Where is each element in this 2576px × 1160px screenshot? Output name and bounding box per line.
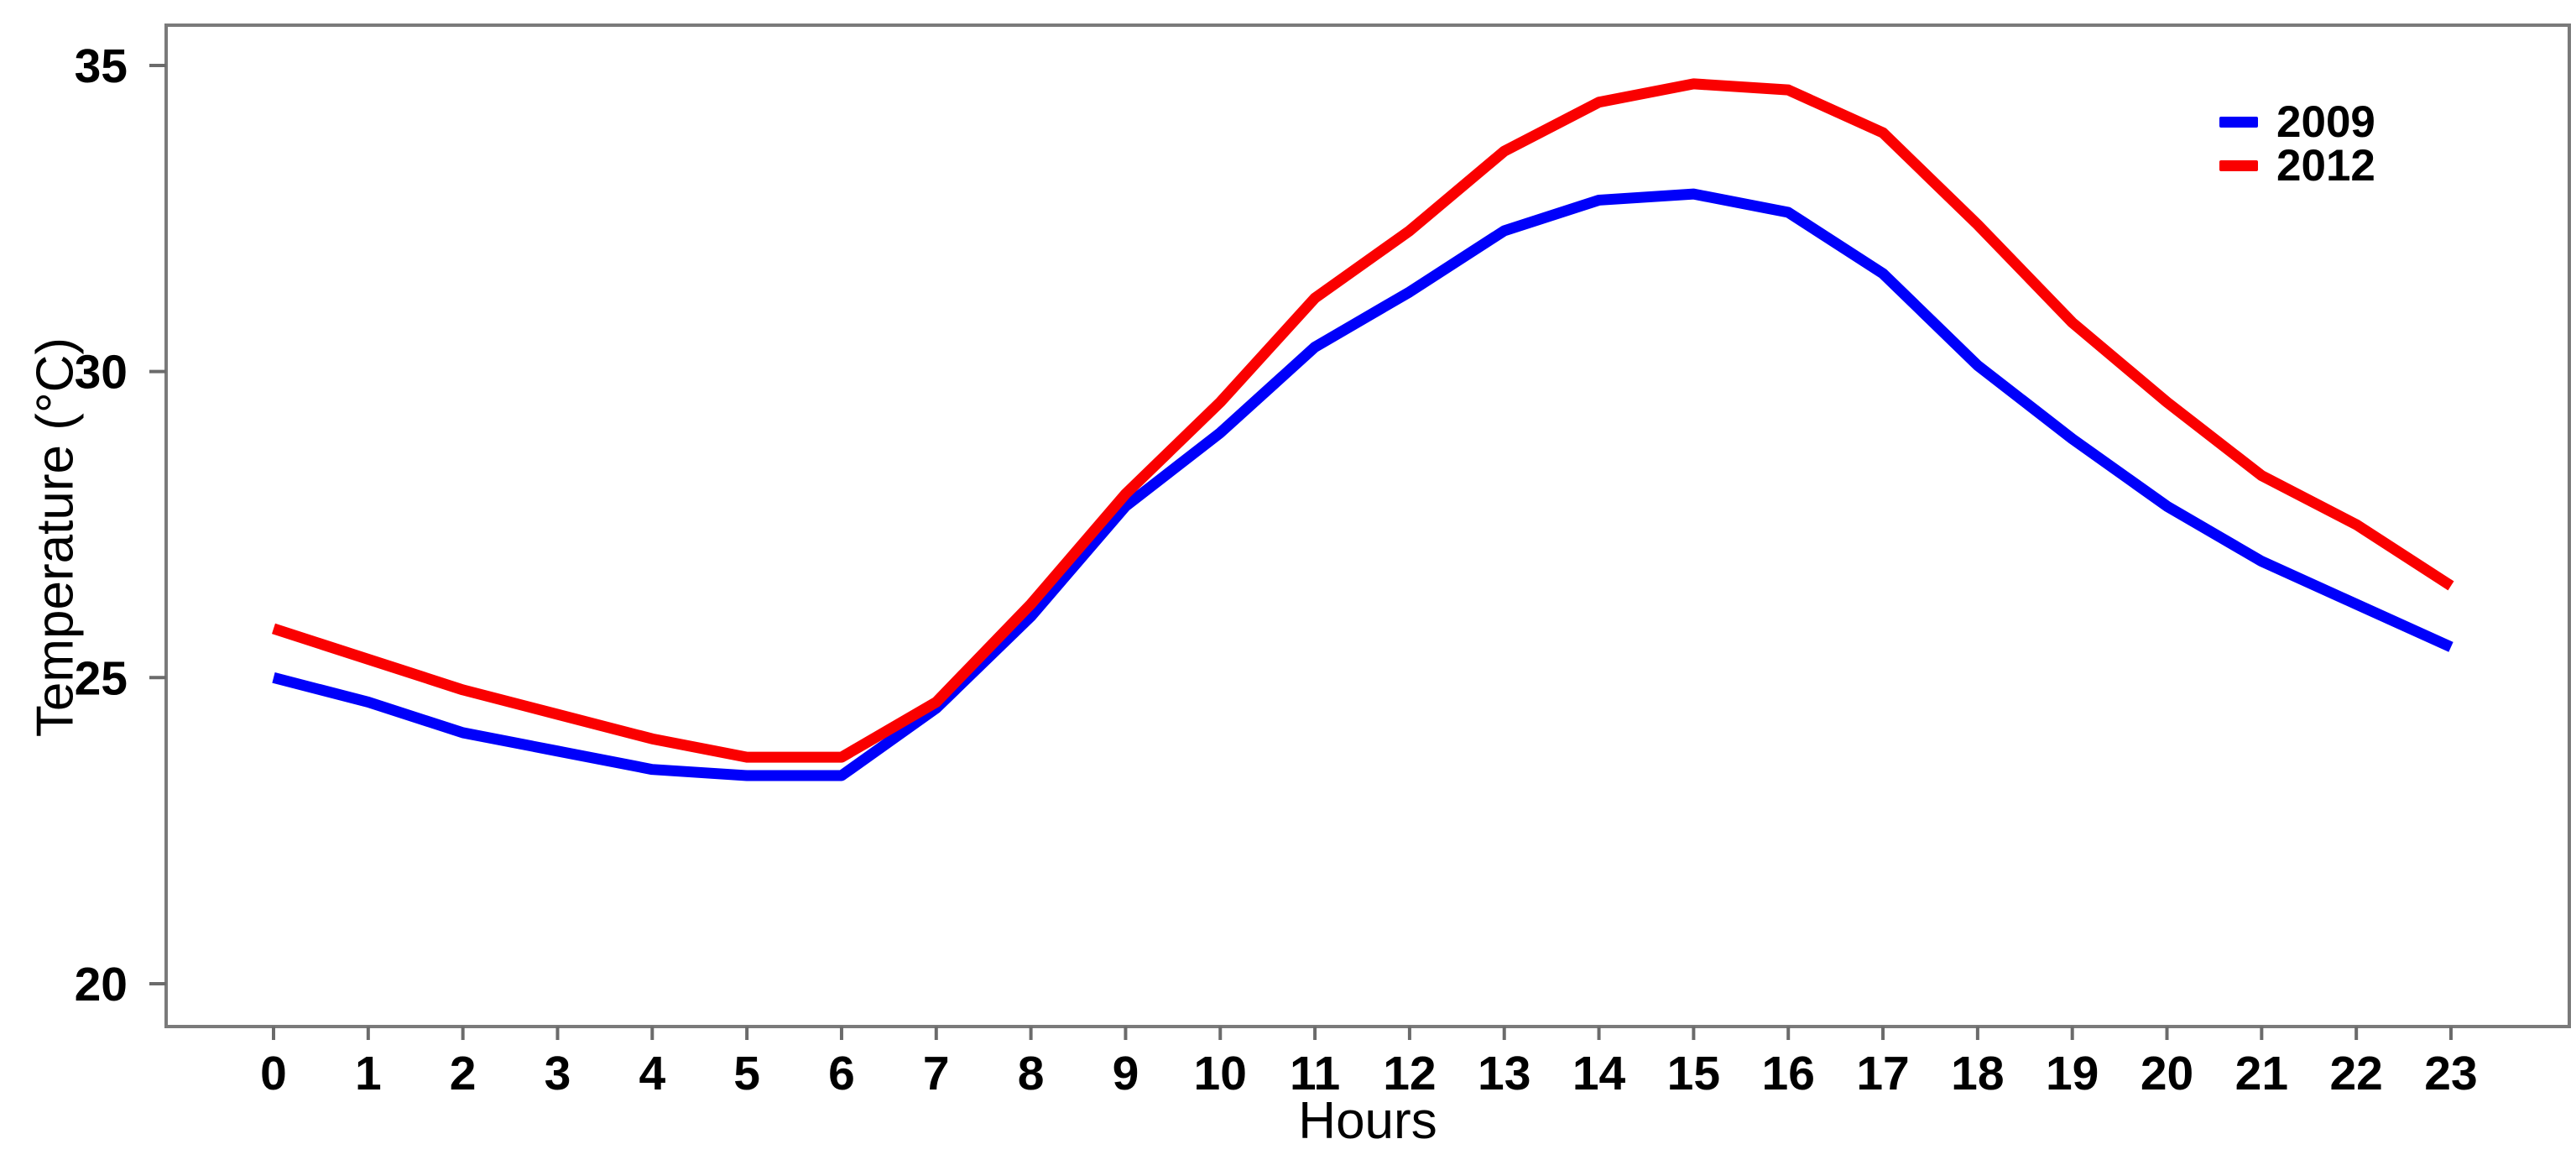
x-axis-title: Hours — [1298, 1092, 1437, 1150]
x-tick-label: 0 — [260, 1047, 287, 1100]
legend-swatch-2009 — [2219, 116, 2258, 128]
legend-label-2009: 2009 — [2276, 97, 2375, 147]
x-tick-label: 7 — [923, 1047, 950, 1100]
x-tick-label: 23 — [2424, 1047, 2477, 1100]
y-tick-label: 20 — [75, 958, 128, 1011]
x-tick-label: 14 — [1572, 1047, 1626, 1100]
x-tick-label: 16 — [1762, 1047, 1815, 1100]
x-tick-label: 22 — [2329, 1047, 2382, 1100]
legend-item-2009: 2009 — [2219, 97, 2375, 147]
x-tick-label: 15 — [1667, 1047, 1720, 1100]
y-axis-title: Temperature (°C) — [26, 337, 85, 738]
x-tick-label: 4 — [639, 1047, 665, 1100]
x-tick-label: 10 — [1194, 1047, 1247, 1100]
legend-label-2012: 2012 — [2276, 140, 2375, 191]
y-tick-label: 30 — [75, 346, 128, 400]
x-tick-label: 8 — [1018, 1047, 1045, 1100]
x-tick-label: 18 — [1951, 1047, 2004, 1100]
x-tick-label: 11 — [1290, 1047, 1340, 1100]
x-tick-label: 20 — [2141, 1047, 2193, 1100]
y-tick-label: 35 — [75, 39, 128, 93]
x-tick-label: 1 — [355, 1047, 382, 1100]
x-tick-label: 17 — [1856, 1047, 1909, 1100]
x-tick-label: 13 — [1478, 1047, 1530, 1100]
x-tick-label: 12 — [1383, 1047, 1436, 1100]
x-tick-label: 6 — [828, 1047, 855, 1100]
series-line-2009 — [272, 188, 2453, 781]
x-tick-label: 19 — [2046, 1047, 2099, 1100]
legend: 2009 2012 — [2219, 97, 2375, 191]
y-tick-label: 25 — [75, 651, 128, 705]
plot-frame — [164, 24, 2571, 1028]
series-line-2012 — [272, 78, 2454, 763]
legend-swatch-2012 — [2219, 159, 2258, 171]
legend-item-2012: 2012 — [2219, 140, 2375, 191]
x-tick-label: 21 — [2235, 1047, 2288, 1100]
x-tick-label: 2 — [450, 1047, 477, 1100]
x-tick-label: 9 — [1113, 1047, 1139, 1100]
x-tick-label: 3 — [545, 1047, 571, 1100]
x-tick-label: 5 — [733, 1047, 760, 1100]
